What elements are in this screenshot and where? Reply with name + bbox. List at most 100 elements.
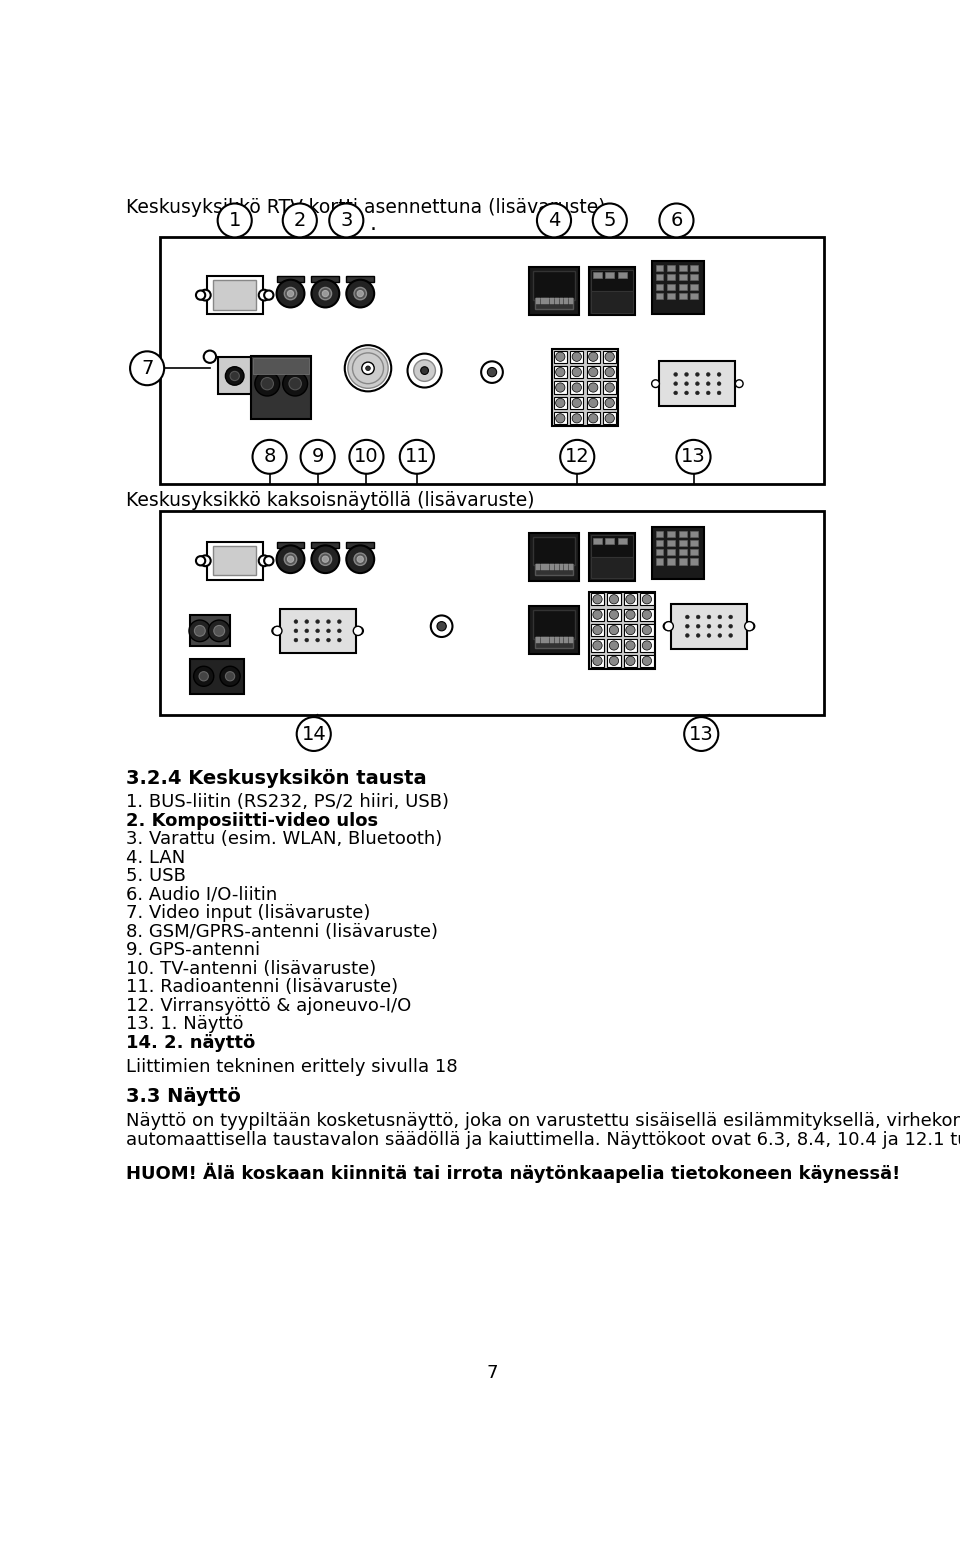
Bar xyxy=(590,640,604,651)
Circle shape xyxy=(204,351,216,362)
Circle shape xyxy=(695,373,699,376)
Bar xyxy=(529,606,579,654)
Bar xyxy=(311,276,339,283)
Bar xyxy=(590,654,604,667)
Bar xyxy=(679,284,686,290)
Circle shape xyxy=(199,671,208,681)
Bar xyxy=(587,396,600,409)
Bar xyxy=(590,609,604,621)
Circle shape xyxy=(329,203,363,237)
Circle shape xyxy=(561,440,594,473)
Circle shape xyxy=(660,203,693,237)
Circle shape xyxy=(323,290,328,297)
Circle shape xyxy=(319,553,331,565)
Text: 5: 5 xyxy=(604,211,616,229)
Bar xyxy=(660,361,735,406)
Circle shape xyxy=(349,440,383,473)
Text: 14: 14 xyxy=(301,724,326,743)
Circle shape xyxy=(345,345,392,392)
Bar xyxy=(690,549,698,556)
Circle shape xyxy=(592,203,627,237)
Circle shape xyxy=(593,656,602,665)
Bar xyxy=(608,654,621,667)
Bar xyxy=(679,275,686,281)
Text: 1: 1 xyxy=(228,211,241,229)
Bar xyxy=(587,351,600,362)
Text: 6. Audio I/O-liitin: 6. Audio I/O-liitin xyxy=(126,885,277,904)
Bar xyxy=(533,537,575,565)
Circle shape xyxy=(319,287,331,300)
Bar xyxy=(587,365,600,378)
Bar xyxy=(160,237,824,484)
Bar xyxy=(667,293,675,300)
Circle shape xyxy=(365,365,372,372)
Circle shape xyxy=(354,287,367,300)
Circle shape xyxy=(354,553,367,565)
Bar xyxy=(679,549,686,556)
Bar xyxy=(592,537,602,543)
Circle shape xyxy=(717,390,721,395)
Bar xyxy=(640,609,654,621)
Bar xyxy=(550,564,554,570)
Bar xyxy=(656,284,663,290)
Bar xyxy=(533,610,575,638)
Circle shape xyxy=(437,621,446,631)
Bar xyxy=(311,542,339,548)
Circle shape xyxy=(677,440,710,473)
Bar xyxy=(533,272,575,300)
Circle shape xyxy=(259,290,270,301)
Bar xyxy=(535,564,573,574)
Bar xyxy=(608,640,621,651)
Circle shape xyxy=(189,620,210,642)
Bar xyxy=(190,659,244,695)
Bar xyxy=(253,359,309,373)
Circle shape xyxy=(287,556,294,562)
Bar xyxy=(590,593,604,606)
Bar xyxy=(554,365,567,378)
Text: 10: 10 xyxy=(354,448,379,467)
Text: Näyttö on tyypiltään kosketusnäyttö, joka on varustettu sisäisellä esilämmitykse: Näyttö on tyypiltään kosketusnäyttö, jok… xyxy=(126,1111,960,1130)
Circle shape xyxy=(642,595,652,604)
Circle shape xyxy=(297,716,331,751)
Circle shape xyxy=(226,367,244,386)
Circle shape xyxy=(194,667,214,687)
Circle shape xyxy=(289,378,301,390)
Circle shape xyxy=(605,367,614,376)
Circle shape xyxy=(588,414,598,423)
Bar xyxy=(554,412,567,425)
Bar xyxy=(560,564,564,570)
Circle shape xyxy=(420,367,428,375)
Circle shape xyxy=(537,203,571,237)
Bar xyxy=(213,281,256,309)
Text: 4. LAN: 4. LAN xyxy=(126,849,185,866)
Text: 7: 7 xyxy=(141,359,154,378)
Circle shape xyxy=(718,624,722,628)
Circle shape xyxy=(200,290,210,301)
Circle shape xyxy=(593,626,602,635)
Circle shape xyxy=(684,373,688,376)
Bar xyxy=(667,549,675,556)
Circle shape xyxy=(362,362,374,375)
Text: 6: 6 xyxy=(670,211,683,229)
Bar xyxy=(554,396,567,409)
Circle shape xyxy=(316,638,320,642)
Bar xyxy=(652,261,705,314)
Circle shape xyxy=(337,638,341,642)
Text: 13: 13 xyxy=(682,448,706,467)
Circle shape xyxy=(399,440,434,473)
Bar xyxy=(690,265,698,272)
Circle shape xyxy=(196,290,205,300)
Text: 9. GPS-antenni: 9. GPS-antenni xyxy=(126,941,260,958)
Bar xyxy=(347,542,374,548)
Bar xyxy=(679,265,686,272)
Circle shape xyxy=(652,379,660,387)
Bar xyxy=(535,637,573,648)
Bar xyxy=(560,637,564,643)
Circle shape xyxy=(200,556,210,567)
Circle shape xyxy=(685,624,689,628)
Bar xyxy=(591,292,633,312)
Bar xyxy=(529,532,579,581)
Bar xyxy=(624,593,637,606)
Bar xyxy=(671,604,747,648)
Circle shape xyxy=(588,367,598,376)
